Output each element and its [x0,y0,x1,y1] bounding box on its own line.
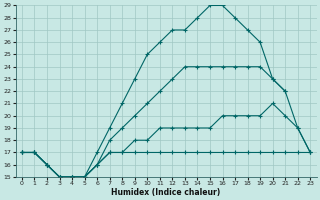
X-axis label: Humidex (Indice chaleur): Humidex (Indice chaleur) [111,188,221,197]
